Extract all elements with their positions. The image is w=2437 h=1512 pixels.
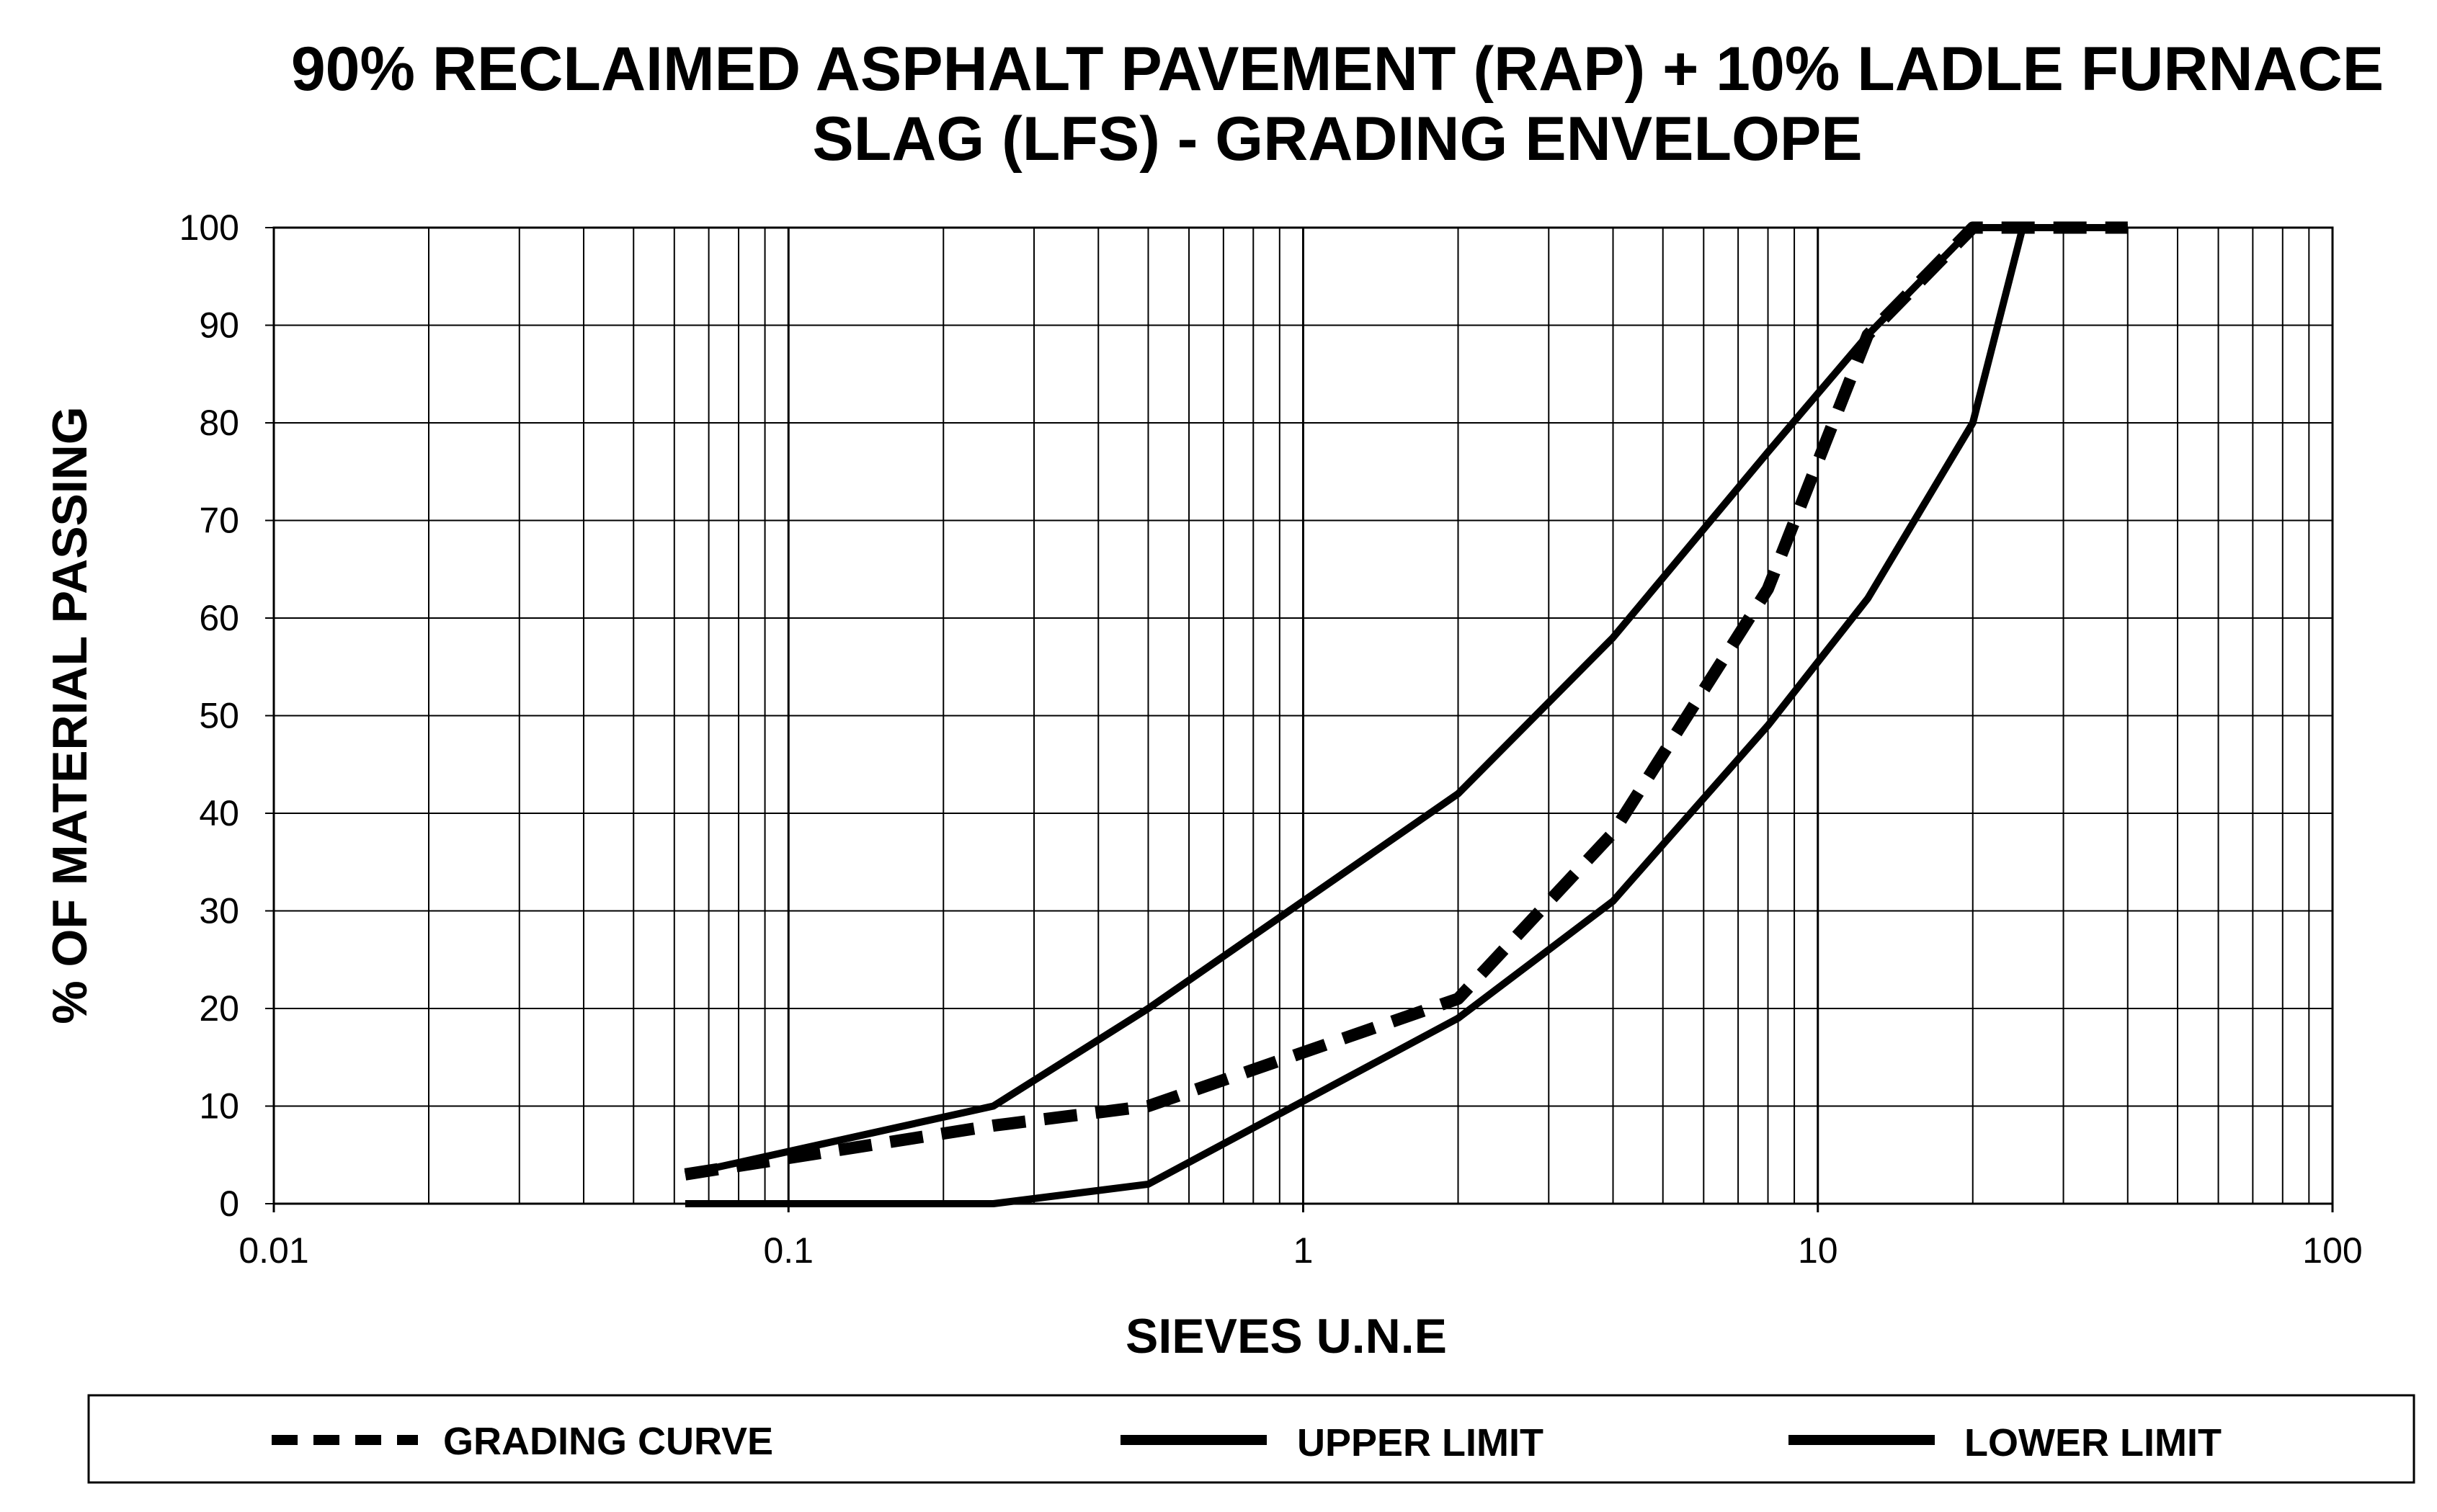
y-tick-label: 80 — [199, 403, 239, 443]
chart-title-line-1: 90% RECLAIMED ASPHALT PAVEMENT (RAP) + 1… — [291, 35, 2384, 104]
plot-frame — [272, 226, 2334, 1205]
legend-label-upper-limit: UPPER LIMIT — [1297, 1421, 1543, 1464]
y-tick-label: 0 — [219, 1184, 239, 1224]
y-tick-label: 40 — [199, 793, 239, 833]
y-tick-label: 50 — [199, 696, 239, 736]
x-tick-label: 100 — [2302, 1230, 2362, 1271]
y-tick-label: 70 — [199, 501, 239, 541]
y-tick-label: 30 — [199, 891, 239, 931]
y-tick-label: 10 — [199, 1086, 239, 1127]
series-line-lower-limit — [685, 226, 2026, 1207]
x-tick-label: 1 — [1293, 1230, 1314, 1271]
y-tick-label: 90 — [199, 305, 239, 346]
y-tick-label: 100 — [179, 207, 239, 248]
chart-title: 90% RECLAIMED ASPHALT PAVEMENT (RAP) + 1… — [291, 35, 2384, 174]
series-line-upper-limit — [684, 224, 2128, 1178]
chart-title-line-2: SLAG (LFS) - GRADING ENVELOPE — [812, 104, 1862, 174]
legend: GRADING CURVE UPPER LIMIT LOWER LIMIT — [87, 1394, 2415, 1484]
legend-label-lower-limit: LOWER LIMIT — [1964, 1421, 2222, 1464]
series-layer — [684, 221, 2128, 1207]
y-axis-title: % OF MATERIAL PASSING — [43, 406, 97, 1024]
x-tick-label: 10 — [1798, 1230, 1838, 1271]
grid — [265, 227, 2334, 1212]
legend-label-grading-curve: GRADING CURVE — [443, 1420, 773, 1463]
series-line-grading-curve — [684, 221, 2128, 1181]
x-tick-label: 0.01 — [239, 1230, 308, 1271]
legend-frame — [87, 1394, 2415, 1484]
y-tick-label: 20 — [199, 988, 239, 1029]
tick-labels: 0.01 0.1 1 10 100 0 10 20 30 40 50 60 70 80 90 100 — [179, 207, 2363, 1271]
x-tick-label: 0.1 — [763, 1230, 814, 1271]
y-tick-label: 60 — [199, 598, 239, 638]
x-axis-title: SIEVES U.N.E — [1126, 1309, 1447, 1364]
